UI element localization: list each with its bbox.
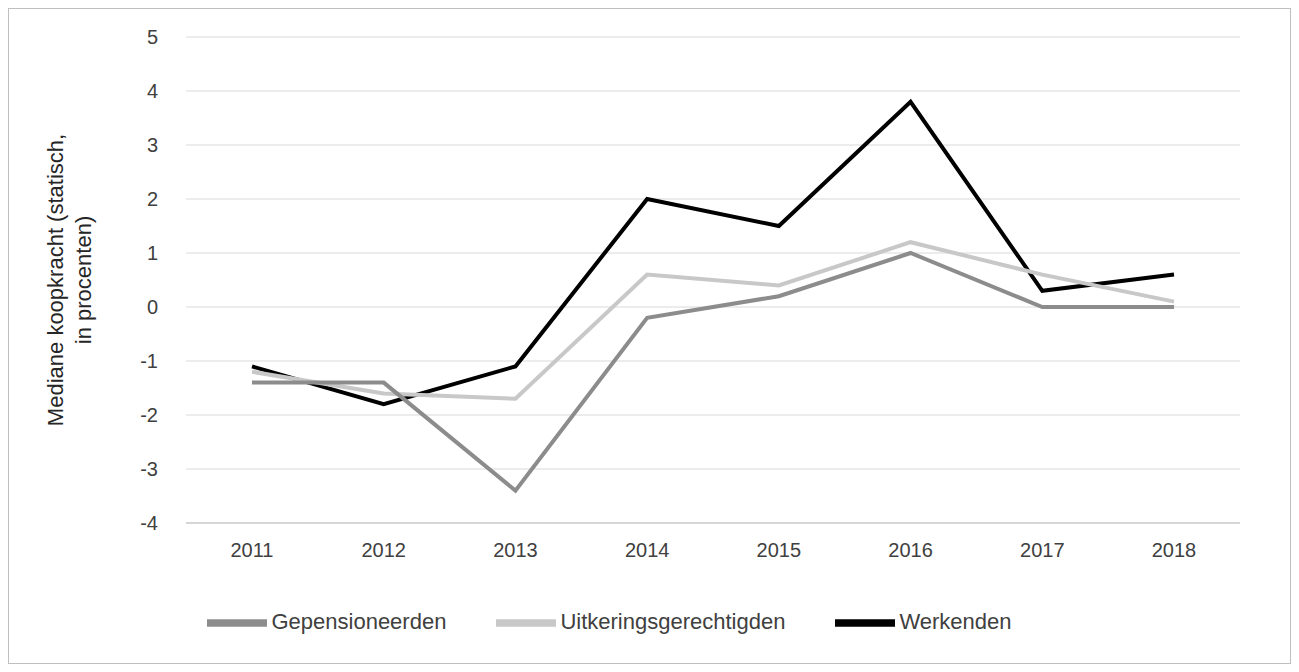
svg-text:2013: 2013	[493, 539, 538, 561]
svg-text:2018: 2018	[1152, 539, 1197, 561]
svg-text:2015: 2015	[757, 539, 802, 561]
svg-text:1: 1	[147, 242, 158, 264]
svg-text:0: 0	[147, 296, 158, 318]
svg-text:2011: 2011	[230, 539, 273, 561]
svg-text:2012: 2012	[361, 539, 406, 561]
html-text:Werkenden: Werkenden	[899, 608, 1012, 634]
svg-text:2: 2	[147, 188, 158, 210]
svg-text:5: 5	[147, 26, 158, 48]
html-text:Gepensioneerden: Gepensioneerden	[271, 608, 447, 634]
svg-text:-2: -2	[140, 404, 158, 426]
svg-text:4: 4	[147, 80, 158, 102]
svg-text:2017: 2017	[1020, 539, 1065, 561]
svg-text:-3: -3	[140, 458, 158, 480]
svg-text:3: 3	[147, 134, 158, 156]
svg-text:Mediane koopkracht (statisch,i: Mediane koopkracht (statisch,in procente…	[43, 134, 96, 426]
svg-text:2014: 2014	[625, 539, 670, 561]
svg-text:-4: -4	[140, 512, 158, 534]
svg-text:2016: 2016	[888, 539, 933, 561]
svg-text:-1: -1	[140, 350, 158, 372]
html-text:Uitkeringsgerechtigden: Uitkeringsgerechtigden	[560, 608, 786, 634]
